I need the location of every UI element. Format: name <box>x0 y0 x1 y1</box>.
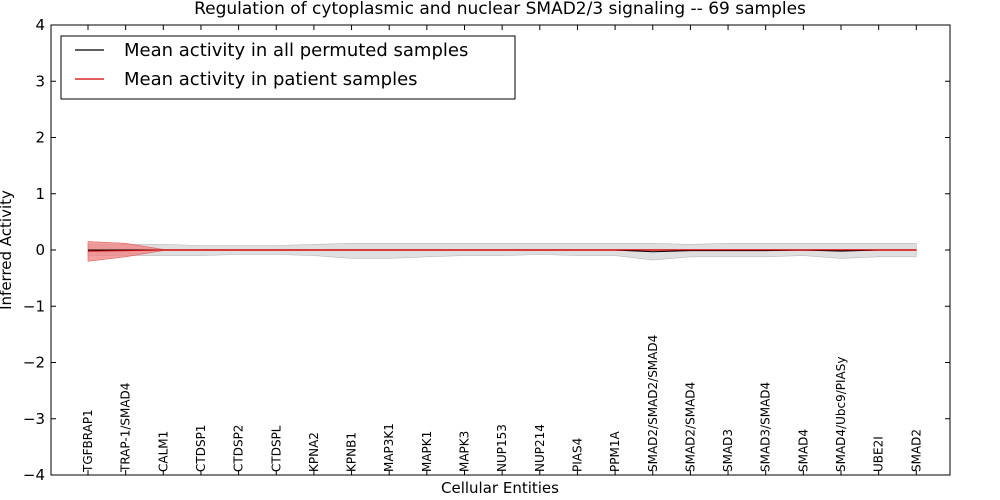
y-tick-label: 4 <box>35 16 45 34</box>
activity-bands <box>87 241 917 262</box>
x-tick-label: KPNA2 <box>307 432 321 472</box>
x-tick-label: TGFBRAP1 <box>81 409 95 473</box>
band-patient <box>87 241 917 262</box>
x-tick-label: NUP214 <box>533 424 547 472</box>
x-tick-label: PIAS4 <box>570 438 584 472</box>
y-tick-label: 1 <box>35 185 45 203</box>
y-tick-label: 2 <box>35 129 45 147</box>
x-tick-label: PPM1A <box>608 431 622 472</box>
x-tick-label: SMAD3/SMAD4 <box>759 382 773 472</box>
y-tick-label: −1 <box>23 297 45 315</box>
legend-label: Mean activity in all permuted samples <box>124 40 468 61</box>
x-tick-label: CTDSP2 <box>232 425 246 472</box>
x-tick-label: MAP3K1 <box>382 423 396 472</box>
x-tick-label: SMAD3 <box>721 429 735 472</box>
x-tick-label: CALM1 <box>156 431 170 472</box>
x-tick-label: SMAD4 <box>796 429 810 472</box>
y-axis: 4 3 2 1 0 −1 −2 −3 −4 <box>23 16 950 484</box>
y-tick-label: 0 <box>35 241 45 259</box>
band-permuted <box>87 243 917 261</box>
x-axis-entity-labels: TGFBRAP1 TRAP-1/SMAD4 CALM1 CTDSP1 CTDSP2 CTD… <box>81 25 923 475</box>
x-tick-label: CTDSPL <box>269 425 283 472</box>
x-tick-label: SMAD2/SMAD2/SMAD4 <box>646 335 660 472</box>
x-tick-label: NUP153 <box>495 424 509 472</box>
y-axis-label: Inferred Activity <box>0 190 15 310</box>
y-tick-label: −2 <box>23 354 45 372</box>
legend-label: Mean activity in patient samples <box>124 69 418 90</box>
legend-box <box>60 35 516 100</box>
y-tick-label: 3 <box>35 72 45 90</box>
line-patient <box>87 249 917 252</box>
x-tick-label: SMAD2 <box>909 429 923 472</box>
legend: Mean activity in all permuted samples Mea… <box>60 35 516 100</box>
x-tick-label: TRAP-1/SMAD4 <box>119 383 133 473</box>
x-tick-label: MAPK3 <box>458 431 472 472</box>
y-tick-label: −3 <box>23 410 45 428</box>
x-axis-label: Cellular Entities <box>441 479 559 497</box>
series-lines <box>87 249 917 253</box>
x-tick-label: CTDSP1 <box>194 425 208 472</box>
x-tick-label: SMAD4/Ubc9/PIASy <box>834 357 848 472</box>
y-tick-label: −4 <box>23 466 45 484</box>
x-tick-label: UBE2I <box>872 436 886 472</box>
x-tick-label: MAPK1 <box>420 431 434 472</box>
x-tick-label: SMAD2/SMAD4 <box>683 382 697 472</box>
chart-title: Regulation of cytoplasmic and nuclear SM… <box>194 0 806 19</box>
x-tick-label: KPNB1 <box>345 432 359 472</box>
